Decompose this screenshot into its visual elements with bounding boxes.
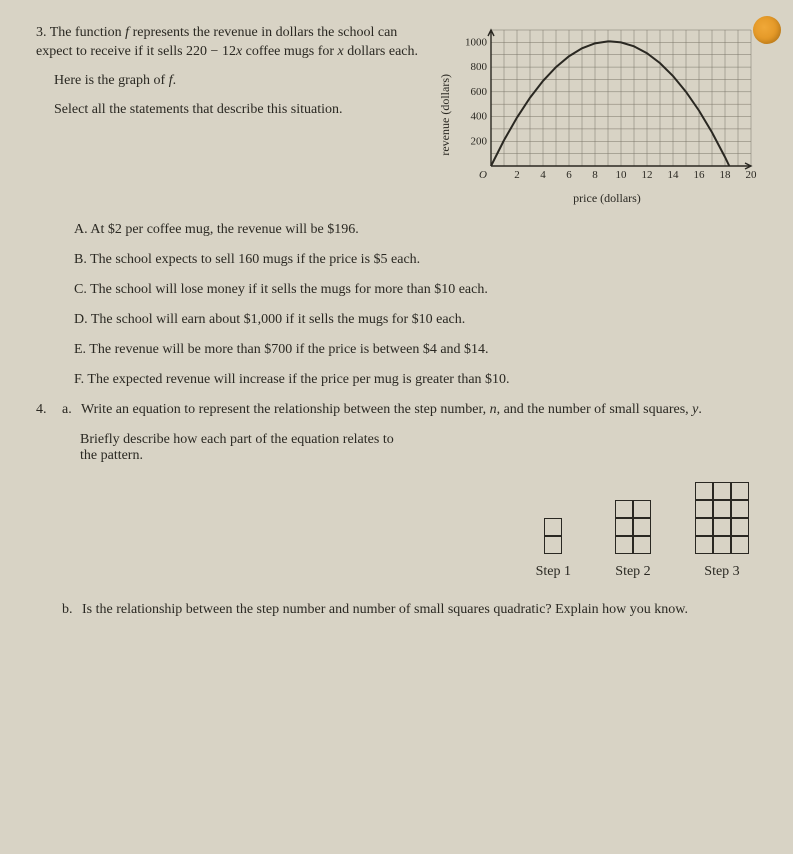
- step-1-col: Step 1: [536, 518, 571, 580]
- chart-body: 200 400 600 800 1000 2 4 6 8 10 12 14 16 18 20 O price …: [457, 24, 757, 206]
- grid-cell: [544, 536, 562, 554]
- chart-svg: 200 400 600 800 1000 2 4 6 8 10 12 14 16 18 20 O: [457, 24, 757, 184]
- q3-select-line: Select all the statements that describe …: [54, 101, 424, 120]
- grid-cell: [615, 500, 633, 518]
- choice-c: C. The school will lose money if it sell…: [74, 282, 757, 298]
- choice-e: E. The revenue will be more than $700 if…: [74, 342, 757, 358]
- grid-cell: [633, 500, 651, 518]
- chart-x-label: price (dollars): [457, 191, 757, 206]
- svg-text:20: 20: [746, 169, 758, 181]
- grid-cell: [695, 500, 713, 518]
- grid-cell: [695, 536, 713, 554]
- grid-cell: [713, 536, 731, 554]
- svg-text:6: 6: [566, 169, 572, 181]
- step-2-label: Step 2: [615, 564, 650, 580]
- choice-d: D. The school will earn about $1,000 if …: [74, 312, 757, 328]
- revenue-chart: revenue (dollars) 200 400 600 800 1000 2 4 6 8 10…: [438, 24, 757, 206]
- q3-stem-text: The function f represents the revenue in…: [36, 25, 418, 59]
- step-2-figure: [615, 500, 651, 554]
- grid-cell: [633, 518, 651, 536]
- hole-punch-dot: [753, 16, 781, 44]
- worksheet-page: 3. The function f represents the revenue…: [0, 0, 793, 654]
- grid-cell: [695, 482, 713, 500]
- q4-part-a: a. Write an equation to represent the re…: [62, 402, 757, 418]
- grid-cell: [731, 482, 749, 500]
- step-3-figure: [695, 482, 749, 554]
- q4-part-b: b. Is the relationship between the step …: [62, 602, 757, 618]
- q3-graph-line: Here is the graph of f.: [54, 72, 424, 91]
- grid-cell: [615, 518, 633, 536]
- q3-text-column: 3. The function f represents the revenue…: [36, 24, 424, 130]
- svg-text:200: 200: [471, 135, 488, 147]
- grid-cell: [633, 536, 651, 554]
- choice-f: F. The expected revenue will increase if…: [74, 372, 757, 388]
- grid-cell: [731, 500, 749, 518]
- svg-text:14: 14: [668, 169, 680, 181]
- grid-cell: [713, 500, 731, 518]
- step-2-col: Step 2: [615, 500, 651, 580]
- q4-b-text: Is the relationship between the step num…: [82, 602, 688, 617]
- choice-b: B. The school expects to sell 160 mugs i…: [74, 252, 757, 268]
- grid-cell: [713, 482, 731, 500]
- svg-text:O: O: [479, 169, 487, 181]
- q4-a-text: Write an equation to represent the relat…: [81, 402, 702, 417]
- grid-cell: [731, 536, 749, 554]
- svg-text:800: 800: [471, 61, 488, 73]
- chart-y-label: revenue (dollars): [438, 74, 453, 156]
- q3-number: 3.: [36, 25, 47, 40]
- step-1-figure: [544, 518, 562, 554]
- q4-block: 4. a. Write an equation to represent the…: [36, 402, 757, 618]
- steps-row: Step 1 Step 2 Step 3: [62, 482, 749, 580]
- q4-body: a. Write an equation to represent the re…: [62, 402, 757, 618]
- svg-text:1000: 1000: [465, 36, 488, 48]
- grid-cell: [731, 518, 749, 536]
- grid-cell: [544, 518, 562, 536]
- svg-text:2: 2: [514, 169, 520, 181]
- q3-stem: 3. The function f represents the revenue…: [36, 24, 424, 62]
- svg-text:10: 10: [616, 169, 628, 181]
- svg-text:400: 400: [471, 111, 488, 123]
- svg-text:8: 8: [592, 169, 598, 181]
- q4-a-briefly: Briefly describe how each part of the eq…: [80, 432, 400, 464]
- svg-text:16: 16: [694, 169, 706, 181]
- q4-a-label: a.: [62, 402, 72, 417]
- grid-cell: [713, 518, 731, 536]
- step-3-col: Step 3: [695, 482, 749, 580]
- step-3-label: Step 3: [704, 564, 739, 580]
- svg-text:4: 4: [540, 169, 546, 181]
- step-1-label: Step 1: [536, 564, 571, 580]
- grid-cell: [695, 518, 713, 536]
- choice-a: A. At $2 per coffee mug, the revenue wil…: [74, 222, 757, 238]
- q3-block: 3. The function f represents the revenue…: [36, 24, 757, 206]
- svg-text:18: 18: [720, 169, 732, 181]
- svg-text:12: 12: [642, 169, 653, 181]
- svg-text:600: 600: [471, 86, 488, 98]
- q4-number: 4.: [36, 402, 62, 418]
- grid-cell: [615, 536, 633, 554]
- q4-b-label: b.: [62, 602, 73, 617]
- q3-choices: A. At $2 per coffee mug, the revenue wil…: [74, 222, 757, 388]
